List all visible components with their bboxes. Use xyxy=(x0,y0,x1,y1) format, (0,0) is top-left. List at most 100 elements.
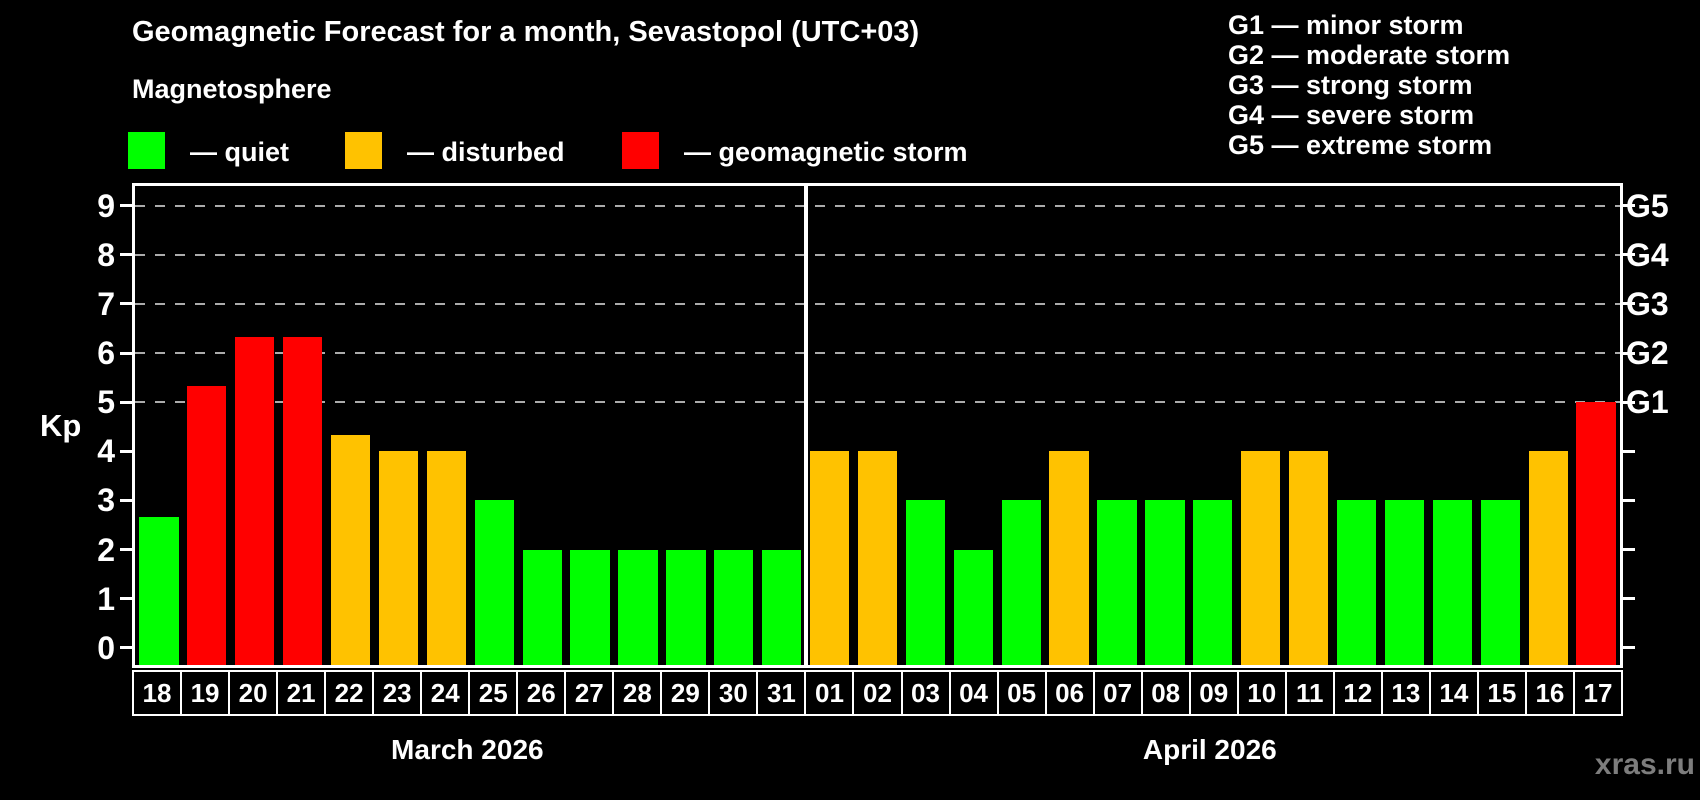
g-level-label-g4: G4 xyxy=(1626,236,1669,273)
y-tick-label-3: 3 xyxy=(97,482,115,519)
kp-bar-april-05 xyxy=(1001,500,1041,665)
y-tick-left-2 xyxy=(120,548,132,552)
y-tick-right-0 xyxy=(1623,646,1635,650)
y-tick-left-4 xyxy=(120,449,132,453)
kp-bar-april-17 xyxy=(1576,402,1616,665)
kp-bar-march-19 xyxy=(187,385,227,665)
day-cell-03: 03 xyxy=(900,670,951,716)
kp-bar-april-16 xyxy=(1528,451,1568,665)
kp-bar-april-15 xyxy=(1480,500,1520,665)
g-level-label-g1: G1 xyxy=(1626,384,1669,421)
day-cell-31: 31 xyxy=(756,670,807,716)
y-tick-right-5 xyxy=(1623,400,1635,404)
kp-bar-april-04 xyxy=(953,549,993,665)
g-legend-line-4: G4 — severe storm xyxy=(1228,100,1475,130)
kp-bar-april-08 xyxy=(1145,500,1185,665)
g-legend-line-5: G5 — extreme storm xyxy=(1228,130,1493,160)
y-tick-right-3 xyxy=(1623,498,1635,502)
chart-subtitle: Magnetosphere xyxy=(132,74,332,104)
day-cell-06: 06 xyxy=(1044,670,1095,716)
y-tick-label-6: 6 xyxy=(97,335,115,372)
g-level-label-g2: G2 xyxy=(1626,335,1669,372)
kp-bar-march-31 xyxy=(762,549,802,665)
y-tick-label-0: 0 xyxy=(97,629,115,666)
day-cell-24: 24 xyxy=(420,670,471,716)
month-label-april: April 2026 xyxy=(1142,734,1277,765)
kp-bar-march-26 xyxy=(522,549,562,665)
y-tick-right-6 xyxy=(1623,351,1635,355)
kp-bar-march-18 xyxy=(139,516,179,665)
g-legend-line-2: G2 — moderate storm xyxy=(1228,40,1511,70)
legend-label-disturbed: — disturbed xyxy=(407,137,565,167)
kp-bar-march-20 xyxy=(235,336,275,665)
kp-bar-march-24 xyxy=(426,451,466,665)
gridline-kp9 xyxy=(135,204,1620,207)
y-tick-left-0 xyxy=(120,646,132,650)
g-legend-line-1: G1 — minor storm xyxy=(1228,10,1464,40)
g-scale-legend: G1 — minor storm G2 — moderate storm G3 — … xyxy=(1228,10,1510,160)
day-cell-14: 14 xyxy=(1428,670,1479,716)
kp-bar-march-30 xyxy=(714,549,754,665)
day-cell-25: 25 xyxy=(468,670,519,716)
kp-bar-march-28 xyxy=(618,549,658,665)
day-cell-01: 01 xyxy=(804,670,855,716)
day-cell-13: 13 xyxy=(1380,670,1431,716)
day-cell-21: 21 xyxy=(276,670,327,716)
month-separator xyxy=(803,186,808,665)
kp-bar-april-02 xyxy=(857,451,898,665)
legend-swatch-disturbed xyxy=(345,132,382,169)
month-label-march: March 2026 xyxy=(391,734,544,765)
g-legend-line-3: G3 — strong storm xyxy=(1228,70,1473,100)
legend-swatch-quiet xyxy=(128,132,165,169)
kp-bar-april-11 xyxy=(1288,451,1329,665)
y-tick-label-8: 8 xyxy=(97,236,115,273)
day-cell-28: 28 xyxy=(612,670,663,716)
day-cell-11: 11 xyxy=(1284,670,1335,716)
y-tick-label-1: 1 xyxy=(97,580,115,617)
gridline-kp5 xyxy=(135,401,1620,404)
y-tick-left-6 xyxy=(120,351,132,355)
day-cell-12: 12 xyxy=(1332,670,1383,716)
y-tick-right-1 xyxy=(1623,597,1635,601)
day-cell-22: 22 xyxy=(324,670,375,716)
day-cell-08: 08 xyxy=(1140,670,1191,716)
kp-bar-april-13 xyxy=(1384,500,1425,665)
day-cell-07: 07 xyxy=(1092,670,1143,716)
kp-bar-march-23 xyxy=(378,451,419,665)
day-cell-20: 20 xyxy=(228,670,279,716)
kp-bar-march-21 xyxy=(283,336,323,665)
y-tick-left-9 xyxy=(120,204,132,208)
kp-bar-april-01 xyxy=(809,451,850,665)
legend-label-quiet: — quiet xyxy=(190,137,289,167)
kp-bar-april-14 xyxy=(1432,500,1472,665)
g-level-label-g3: G3 xyxy=(1626,285,1669,322)
day-cell-16: 16 xyxy=(1524,670,1575,716)
kp-bar-april-10 xyxy=(1241,451,1281,665)
gridline-kp6 xyxy=(135,352,1620,355)
day-cell-17: 17 xyxy=(1572,670,1623,716)
day-cell-05: 05 xyxy=(996,670,1047,716)
kp-bar-march-27 xyxy=(570,549,610,665)
kp-bar-april-09 xyxy=(1193,500,1233,665)
y-axis-label: Kp xyxy=(40,408,82,443)
y-tick-left-5 xyxy=(120,400,132,404)
day-cell-19: 19 xyxy=(180,670,231,716)
y-tick-right-2 xyxy=(1623,548,1635,552)
y-tick-label-2: 2 xyxy=(97,531,115,568)
y-tick-label-4: 4 xyxy=(97,433,115,470)
day-axis-row: 18 19 20 21 22 23 24 25 26 27 28 29 30 31 01 02 03 04 05 06… xyxy=(132,670,1623,716)
y-tick-left-3 xyxy=(120,498,132,502)
day-cell-18: 18 xyxy=(132,670,183,716)
y-tick-right-7 xyxy=(1623,302,1635,306)
day-cell-09: 09 xyxy=(1188,670,1239,716)
y-tick-left-8 xyxy=(120,253,132,257)
day-cell-30: 30 xyxy=(708,670,759,716)
y-tick-right-4 xyxy=(1623,449,1635,453)
y-tick-left-1 xyxy=(120,597,132,601)
day-cell-02: 02 xyxy=(852,670,903,716)
day-cell-10: 10 xyxy=(1236,670,1287,716)
watermark: xras.ru xyxy=(1594,748,1695,781)
gridline-kp7 xyxy=(135,302,1620,305)
kp-bar-march-29 xyxy=(666,549,706,665)
kp-bar-march-25 xyxy=(474,500,514,665)
